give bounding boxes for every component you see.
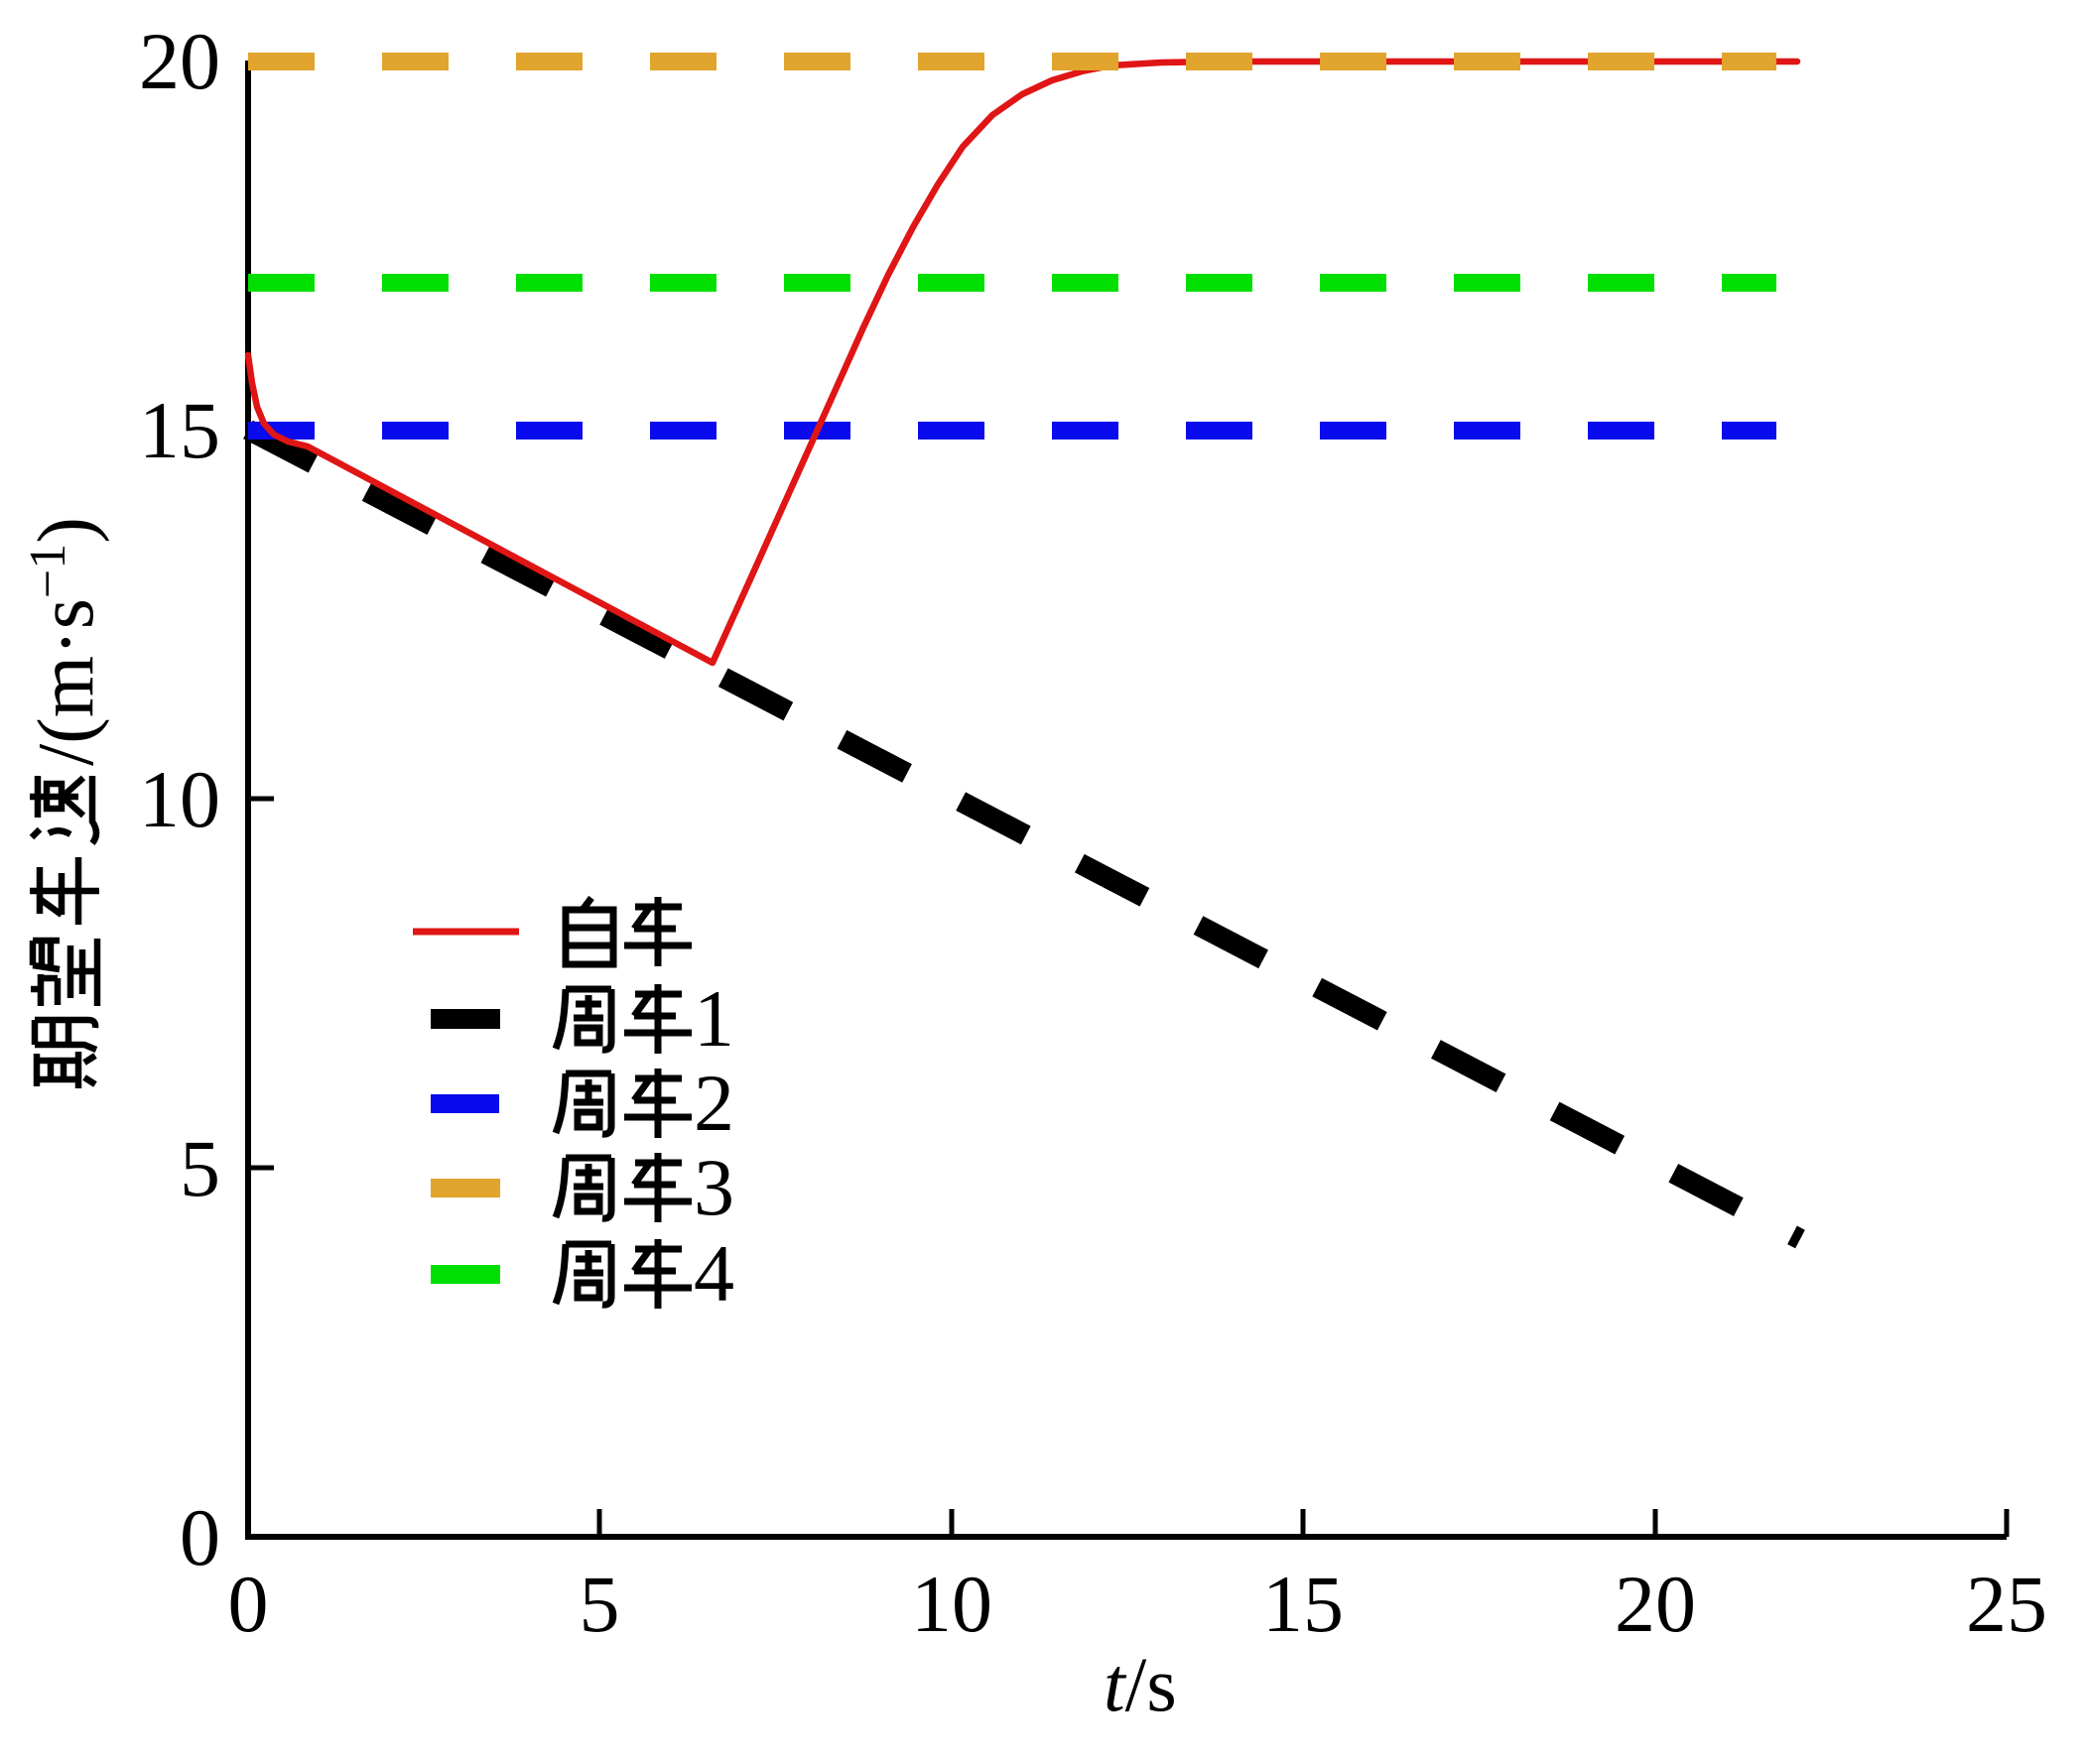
svg-text:15: 15 [139,385,220,475]
svg-text:10: 10 [911,1559,992,1649]
svg-text:1: 1 [694,973,734,1064]
svg-text:20: 20 [139,16,220,106]
svg-text:10: 10 [139,754,220,844]
svg-text:20: 20 [1615,1559,1696,1649]
svg-text:0: 0 [228,1559,269,1649]
svg-text:15: 15 [1262,1559,1344,1649]
svg-text:4: 4 [694,1228,734,1319]
svg-text:25: 25 [1966,1559,2047,1649]
svg-text:0: 0 [180,1492,220,1582]
svg-text:5: 5 [580,1559,620,1649]
svg-text:5: 5 [180,1123,220,1213]
svg-text:3: 3 [694,1142,734,1232]
svg-text:t/s: t/s [1104,1641,1177,1727]
svg-text:2: 2 [694,1058,734,1148]
